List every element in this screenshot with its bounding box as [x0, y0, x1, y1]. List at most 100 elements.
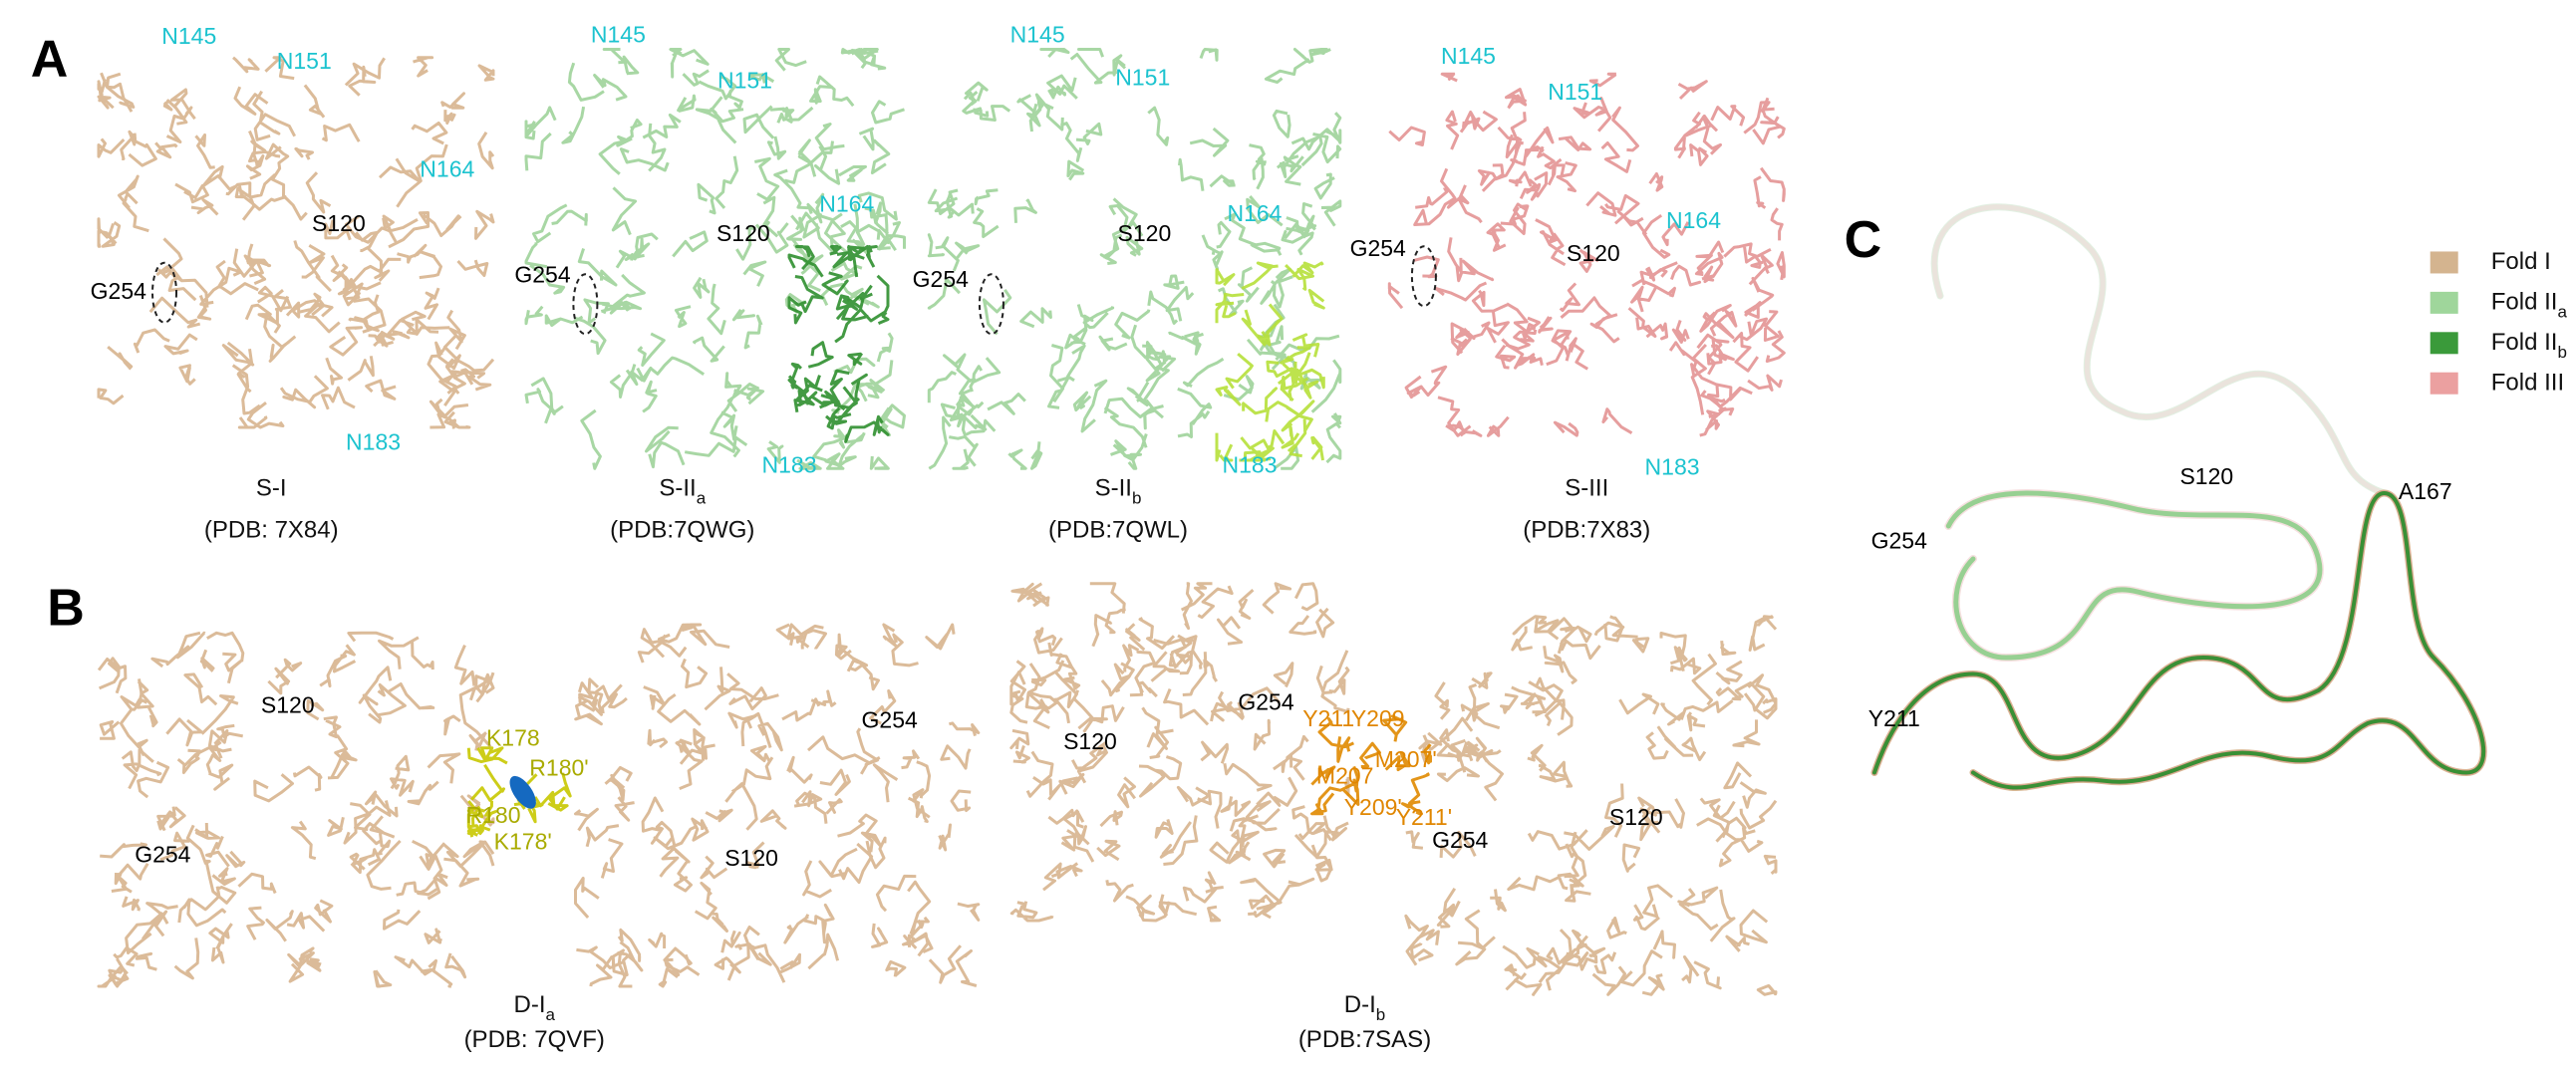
molecule — [97, 631, 495, 988]
structure-name-sub: a — [546, 1005, 556, 1024]
highlight-ellipse — [572, 273, 599, 336]
residue-label: S120 — [2179, 463, 2233, 489]
residue-label: S120 — [1118, 220, 1172, 246]
residue-label: N164 — [420, 156, 474, 182]
legend-label-main: Fold II — [2491, 289, 2558, 316]
residue-label: R180' — [529, 754, 588, 780]
residue-label: S120 — [261, 692, 315, 718]
structure-name: D-Ia — [514, 991, 556, 1024]
molecule — [787, 245, 890, 443]
ribbon — [1930, 203, 2388, 497]
pdb-id: (PDB:7SAS) — [1298, 1026, 1431, 1053]
residue-label: N151 — [1548, 79, 1602, 105]
residue-label: G254 — [91, 278, 146, 304]
residue-label: N164 — [1666, 207, 1721, 233]
residue-label: N183 — [1645, 453, 1700, 479]
highlight-ellipse — [151, 261, 177, 324]
molecule — [1387, 72, 1786, 437]
residue-label: M207 — [1316, 763, 1374, 789]
legend-label: Fold IIa — [2491, 289, 2568, 322]
pdb-id: (PDB: 7X84) — [204, 516, 339, 543]
residue-label: N151 — [277, 48, 332, 74]
structure-name-main: S-III — [1565, 475, 1608, 502]
structure-name: S-IIb — [1095, 475, 1142, 508]
pdb-id: (PDB:7QWG) — [610, 516, 754, 543]
pdb-id: (PDB:7X83) — [1523, 516, 1650, 543]
panel-label: C — [1845, 211, 1882, 269]
residue-label: S120 — [312, 210, 366, 236]
structure-name: S-I — [256, 475, 287, 502]
molecule — [524, 48, 906, 470]
legend-label: Fold III — [2491, 370, 2564, 397]
legend-label-sub: a — [2557, 302, 2567, 321]
residue-label: S120 — [724, 845, 778, 871]
molecule — [574, 623, 981, 988]
molecule — [1215, 261, 1325, 462]
panel-label: A — [31, 30, 69, 88]
residue-label: S120 — [1063, 728, 1117, 754]
residue-label: G254 — [514, 261, 570, 287]
structure-name-sub: b — [1132, 489, 1141, 508]
residue-label: G254 — [1238, 688, 1293, 714]
legend-label: Fold IIb — [2491, 329, 2567, 362]
residue-label: S120 — [1567, 240, 1620, 266]
residue-label: G254 — [1432, 827, 1488, 853]
residue-label: N183 — [762, 452, 817, 478]
structure-name: S-III — [1565, 475, 1608, 502]
residue-label: Y209' — [1344, 794, 1402, 820]
structure-name-sub: b — [1376, 1005, 1385, 1024]
residue-label: Y211 — [1868, 705, 1920, 731]
residue-label: M207' — [1375, 746, 1437, 772]
ribbon — [1945, 490, 2323, 661]
legend-swatch — [2430, 291, 2458, 314]
residue-label: Y211' — [1396, 804, 1452, 830]
residue-label: R180 — [466, 802, 521, 828]
residue-label: N151 — [1115, 64, 1170, 90]
residue-label: A167 — [2399, 478, 2452, 504]
molecule — [927, 48, 1342, 470]
pdb-id: (PDB:7QWL) — [1048, 516, 1188, 543]
highlight-ellipse — [1410, 245, 1437, 308]
residue-label: N151 — [717, 68, 772, 94]
residue-label: N164 — [1227, 200, 1282, 226]
legend-label: Fold I — [2491, 248, 2551, 275]
legend-label-main: Fold II — [2491, 329, 2558, 356]
structure-name: D-Ib — [1344, 991, 1385, 1024]
residue-label: G254 — [1871, 528, 1927, 554]
ribbon — [1931, 204, 2387, 496]
interface-marker — [509, 775, 536, 809]
legend-swatch — [2430, 332, 2458, 355]
residue-label: Y209 — [1351, 705, 1405, 731]
molecule — [1404, 615, 1778, 996]
residue-label: S120 — [1609, 804, 1663, 830]
residue-label: K178' — [494, 829, 552, 855]
residue-label: N183 — [1223, 452, 1278, 478]
structure-name-main: D-I — [514, 991, 546, 1018]
molecule — [97, 56, 495, 429]
structure-name-main: S-II — [659, 475, 696, 502]
legend-swatch — [2430, 372, 2458, 395]
structure-name-sub: a — [697, 489, 707, 508]
residue-label: N145 — [161, 23, 216, 49]
residue-label: S120 — [716, 220, 770, 246]
structure-name-main: S-I — [256, 475, 287, 502]
molecule — [1009, 582, 1350, 923]
residue-label: K178 — [486, 725, 540, 751]
structure-name: S-IIa — [659, 475, 706, 508]
residue-label: N164 — [819, 190, 874, 216]
residue-label: G254 — [1350, 235, 1406, 261]
pdb-id: (PDB: 7QVF) — [464, 1026, 605, 1053]
residue-label: N183 — [346, 429, 401, 455]
residue-label: N145 — [1010, 21, 1065, 47]
legend-label-main: Fold I — [2491, 248, 2551, 275]
residue-label: N145 — [591, 21, 646, 47]
molecule — [1310, 714, 1432, 816]
panel-label: B — [47, 580, 85, 638]
legend-label-main: Fold III — [2491, 370, 2564, 397]
residue-label: Y211 — [1302, 705, 1354, 731]
legend-swatch — [2430, 251, 2458, 274]
residue-label: G254 — [135, 842, 190, 868]
residue-label: G254 — [862, 706, 918, 732]
highlight-ellipse — [978, 273, 1004, 336]
